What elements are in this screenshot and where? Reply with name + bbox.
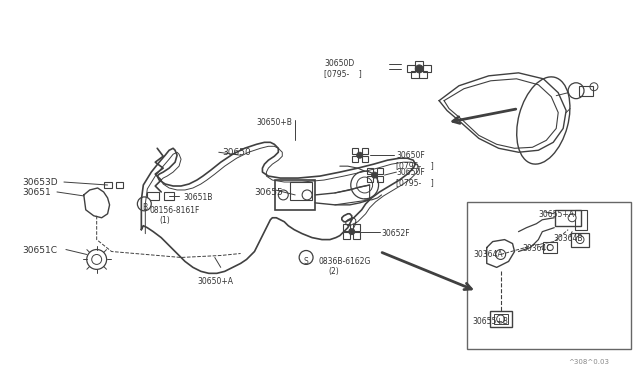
Text: (2): (2) [328, 267, 339, 276]
Bar [353, 232, 360, 239]
Bar [490, 311, 511, 327]
Bar [147, 192, 159, 200]
Bar [104, 182, 111, 188]
Text: 30650F: 30650F [396, 151, 425, 160]
Text: 30655: 30655 [255, 188, 284, 197]
Bar [412, 71, 419, 78]
Text: 30364C: 30364C [522, 244, 552, 253]
Bar [290, 182, 312, 200]
Text: 30652F: 30652F [381, 229, 410, 238]
Text: ^308^0.03: ^308^0.03 [568, 359, 609, 365]
Text: 30655+A: 30655+A [538, 210, 574, 219]
Circle shape [138, 197, 151, 211]
Circle shape [372, 172, 378, 178]
Bar [362, 148, 367, 154]
Bar [367, 168, 372, 174]
Bar [343, 224, 350, 231]
Text: [0795-    ]: [0795- ] [396, 161, 434, 170]
Bar [362, 156, 367, 162]
Text: 30651B: 30651B [183, 193, 212, 202]
Text: [0795-    ]: [0795- ] [396, 178, 434, 187]
Bar [164, 192, 174, 200]
Bar [352, 148, 358, 154]
Text: 30650F: 30650F [396, 168, 425, 177]
Circle shape [415, 65, 423, 73]
Text: 30650+B: 30650+B [257, 118, 292, 126]
Text: B: B [141, 203, 147, 212]
Circle shape [349, 229, 355, 235]
Text: 0836B-6162G: 0836B-6162G [318, 257, 371, 266]
Bar [415, 61, 423, 68]
Text: 30364A: 30364A [474, 250, 504, 259]
Bar [571, 232, 589, 247]
Bar [352, 156, 358, 162]
Bar [376, 168, 383, 174]
Text: 30650+A: 30650+A [197, 277, 233, 286]
Bar [556, 210, 581, 226]
Bar [493, 314, 508, 324]
Circle shape [356, 152, 363, 158]
Text: 30651: 30651 [22, 188, 51, 197]
Bar [543, 241, 557, 253]
Circle shape [576, 235, 584, 244]
Bar [579, 86, 593, 96]
Bar [376, 176, 383, 182]
Bar [353, 224, 360, 231]
Text: 30364B: 30364B [553, 234, 583, 243]
Text: 30655+B: 30655+B [473, 317, 509, 326]
Bar [407, 65, 415, 73]
Bar [367, 176, 372, 182]
Text: S: S [304, 257, 308, 266]
Text: 08156-8161F: 08156-8161F [149, 206, 200, 215]
Bar [116, 182, 124, 188]
Text: 30653D: 30653D [22, 178, 58, 187]
Text: (1): (1) [159, 216, 170, 225]
Circle shape [568, 214, 576, 222]
Bar [467, 202, 630, 349]
Bar [423, 65, 431, 73]
Circle shape [299, 250, 313, 264]
Text: 30650D: 30650D [324, 59, 354, 68]
Bar [575, 210, 587, 230]
Text: [0795-    ]: [0795- ] [324, 69, 362, 78]
Bar [343, 232, 350, 239]
Text: 30650: 30650 [223, 148, 252, 157]
Bar [419, 71, 427, 78]
Text: 30651C: 30651C [22, 246, 57, 254]
Bar [275, 180, 315, 210]
